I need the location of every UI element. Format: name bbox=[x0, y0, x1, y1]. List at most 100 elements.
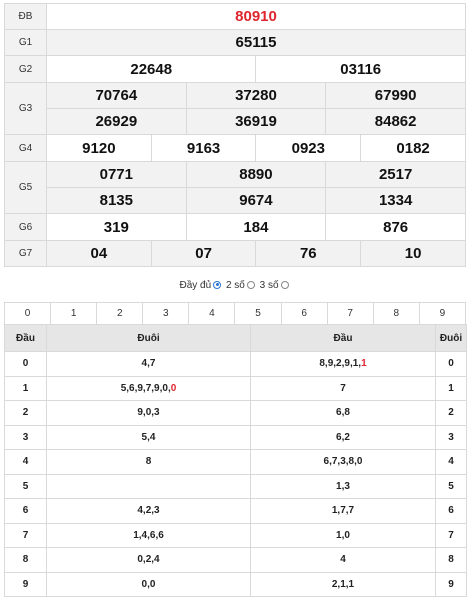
loto-row: 4 8 6,7,3,8,0 4 bbox=[4, 449, 467, 475]
mode-two-digit-radio[interactable] bbox=[246, 280, 255, 289]
prize-row-g7: G7 04 07 76 10 bbox=[4, 240, 466, 267]
prize-row-g6: G6 319 184 876 bbox=[4, 213, 466, 241]
prize-number: 26929 bbox=[46, 108, 187, 135]
duoi-digit: 8 bbox=[435, 547, 467, 573]
dau-list: 7 bbox=[250, 375, 436, 401]
dau-list: 6,7,3,8,0 bbox=[250, 449, 436, 475]
loto-row: 8 0,2,4 4 8 bbox=[4, 547, 467, 573]
mode-full-label: Đầy đủ bbox=[179, 280, 212, 291]
prize-row-g3: G3 70764 37280 67990 bbox=[4, 82, 466, 135]
prize-label: G2 bbox=[4, 55, 47, 83]
dau-digit: 3 bbox=[4, 424, 47, 450]
digit-filter-4[interactable]: 4 bbox=[188, 302, 236, 325]
prize-number: 2517 bbox=[325, 161, 466, 188]
duoi-digit: 9 bbox=[435, 571, 467, 597]
prize-number: 04 bbox=[46, 240, 152, 267]
duoi-list: 1,4,6,6 bbox=[46, 522, 251, 548]
duoi-list: 8 bbox=[46, 449, 251, 475]
dau-list-text: 8,9,2,9,1, bbox=[319, 358, 362, 370]
prize-label: G5 bbox=[4, 161, 47, 214]
prize-label: G3 bbox=[4, 82, 47, 135]
duoi-list: 0,2,4 bbox=[46, 547, 251, 573]
prize-number: 10 bbox=[360, 240, 466, 267]
loto-row: 3 5,4 6,2 3 bbox=[4, 424, 467, 450]
dau-digit: 8 bbox=[4, 547, 47, 573]
prize-row-g3-2: 26929 36919 84862 bbox=[5, 108, 466, 135]
loto-row: 6 4,2,3 1,7,7 6 bbox=[4, 498, 467, 524]
duoi-list: 5,6,9,7,9,0,0 bbox=[46, 375, 251, 401]
mode-full-option[interactable]: Đầy đủ bbox=[179, 280, 223, 291]
dau-list: 6,8 bbox=[250, 400, 436, 426]
prize-number: 9120 bbox=[46, 134, 152, 162]
mode-full-radio[interactable] bbox=[213, 280, 222, 289]
loto-row: 7 1,4,6,6 1,0 7 bbox=[4, 522, 467, 548]
prize-row-g4: G4 9120 9163 0923 0182 bbox=[4, 134, 466, 162]
loto-row: 2 9,0,3 6,8 2 bbox=[4, 400, 467, 426]
dau-list: 2,1,1 bbox=[250, 571, 436, 597]
duoi-list: 4,7 bbox=[46, 351, 251, 377]
duoi-digit: 3 bbox=[435, 424, 467, 450]
prize-number: 184 bbox=[185, 213, 327, 241]
digit-filter-0[interactable]: 0 bbox=[3, 302, 52, 325]
digit-filter-3[interactable]: 3 bbox=[142, 302, 190, 325]
digit-filter-2[interactable]: 2 bbox=[96, 302, 144, 325]
prize-label: ĐB bbox=[4, 3, 47, 30]
loto-table: Đầu Đuôi Đầu Đuôi 0 4,7 8,9,2,9,1,1 0 1 … bbox=[4, 324, 467, 597]
prize-number: 0771 bbox=[46, 161, 187, 188]
digit-filter-5[interactable]: 5 bbox=[234, 302, 282, 325]
mode-two-digit-option[interactable]: 2 số bbox=[226, 280, 257, 291]
duoi-digit: 6 bbox=[435, 498, 467, 524]
duoi-list bbox=[46, 473, 251, 499]
prize-row-g5: G5 0771 8890 2517 bbox=[4, 161, 466, 214]
prize-label: G1 bbox=[4, 29, 47, 56]
prize-row-g2: G2 22648 03116 bbox=[4, 55, 466, 83]
prize-number: 9163 bbox=[150, 134, 257, 162]
duoi-header: Đuôi bbox=[435, 324, 467, 352]
results-table: ĐB 80910 G1 65115 G2 22648 03116 G3 7076… bbox=[4, 3, 466, 267]
duoi-digit: 1 bbox=[435, 375, 467, 401]
prize-number: 65115 bbox=[46, 29, 466, 56]
prize-row-g1: G1 65115 bbox=[4, 29, 466, 56]
dau-list: 8,9,2,9,1,1 bbox=[250, 351, 436, 377]
loto-row: 0 4,7 8,9,2,9,1,1 0 bbox=[4, 351, 467, 377]
dau-digit: 2 bbox=[4, 400, 47, 426]
dau-list: 1,3 bbox=[250, 473, 436, 499]
duoi-list-header: Đuôi bbox=[46, 324, 251, 352]
dau-digit: 0 bbox=[4, 351, 47, 377]
duoi-digit: 4 bbox=[435, 449, 467, 475]
digit-filter-9[interactable]: 9 bbox=[418, 302, 467, 325]
duoi-digit: 7 bbox=[435, 522, 467, 548]
duoi-list: 0,0 bbox=[46, 571, 251, 597]
prize-number: 67990 bbox=[325, 82, 466, 109]
display-mode-selector: Đầy đủ 2 số 3 số bbox=[0, 280, 470, 291]
dau-digit: 9 bbox=[4, 571, 47, 597]
prize-label: G7 bbox=[4, 240, 47, 267]
prize-number: 8135 bbox=[46, 187, 187, 214]
dau-digit: 7 bbox=[4, 522, 47, 548]
dau-list: 1,7,7 bbox=[250, 498, 436, 524]
digit-filter-6[interactable]: 6 bbox=[280, 302, 328, 325]
dau-digit: 5 bbox=[4, 473, 47, 499]
dau-digit: 1 bbox=[4, 375, 47, 401]
digit-filter-1[interactable]: 1 bbox=[50, 302, 98, 325]
prize-label: G6 bbox=[4, 213, 47, 241]
prize-number: 1334 bbox=[325, 187, 466, 214]
prize-row-g5-2: 8135 9674 1334 bbox=[5, 187, 466, 214]
prize-number: 22648 bbox=[45, 55, 257, 83]
loto-row: 1 5,6,9,7,9,0,0 7 1 bbox=[4, 375, 467, 401]
prize-number: 70764 bbox=[46, 82, 187, 109]
prize-number: 03116 bbox=[255, 55, 466, 83]
duoi-list: 5,4 bbox=[46, 424, 251, 450]
prize-number: 07 bbox=[150, 240, 257, 267]
mode-three-digit-radio[interactable] bbox=[280, 280, 289, 289]
digit-filter-7[interactable]: 7 bbox=[326, 302, 374, 325]
mode-three-digit-option[interactable]: 3 số bbox=[260, 280, 291, 291]
dau-list-header: Đầu bbox=[250, 324, 436, 352]
loto-row: 9 0,0 2,1,1 9 bbox=[4, 571, 467, 597]
duoi-list-text: 5,6,9,7,9,0, bbox=[120, 382, 171, 394]
digit-filter-8[interactable]: 8 bbox=[372, 302, 420, 325]
prize-label: G4 bbox=[4, 134, 47, 162]
prize-number: 8890 bbox=[185, 161, 327, 188]
dau-list-highlight: 1 bbox=[361, 358, 367, 370]
prize-number: 76 bbox=[255, 240, 362, 267]
